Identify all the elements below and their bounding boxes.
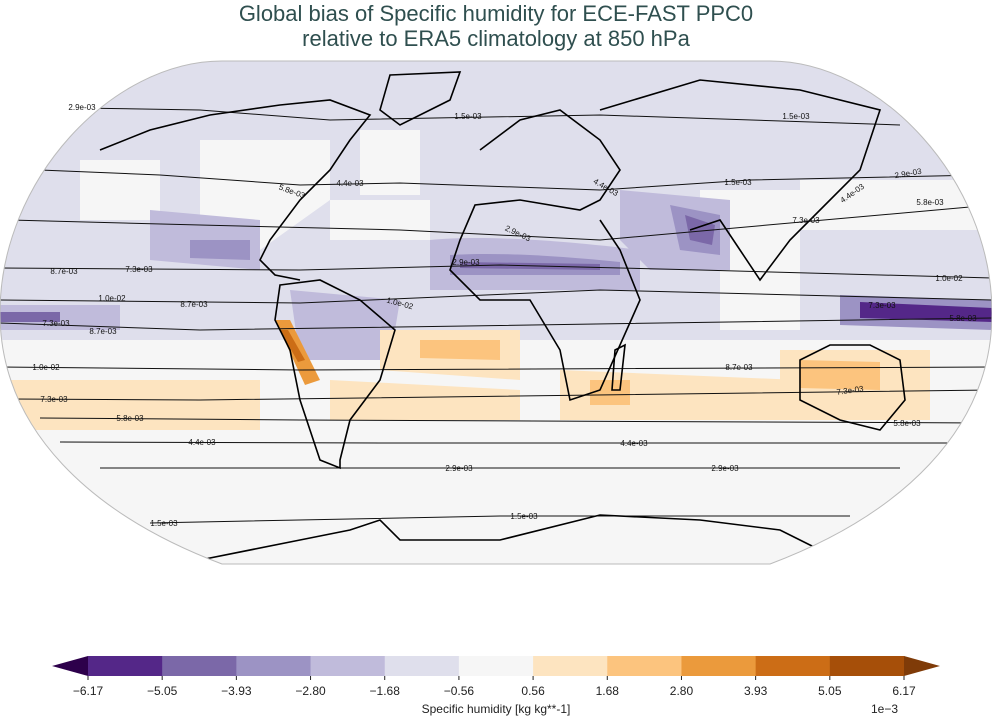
colorbar-tick-label: 5.05 — [818, 684, 842, 698]
contour-label: 1.0e-02 — [32, 363, 60, 372]
colorbar-tick-label: −1.68 — [369, 684, 400, 698]
colorbar-tick-label: 0.56 — [521, 684, 545, 698]
colorbar-tick-label: 6.17 — [892, 684, 916, 698]
colorbar-tick-label: −2.80 — [295, 684, 326, 698]
colorbar-segment — [607, 656, 682, 676]
coastlines — [99, 71, 906, 561]
bias-field — [0, 61, 992, 564]
colorbar-segment — [458, 656, 534, 676]
contour-label: 1.5e-03 — [454, 112, 482, 121]
contour-label: 2.9e-03 — [711, 464, 739, 473]
contour-label: 7.3e-03 — [125, 265, 153, 274]
contour-label: 5.8e-03 — [916, 198, 944, 207]
climatology-contours — [0, 106, 992, 524]
colorbar-segment — [533, 656, 608, 676]
colorbar-segment — [162, 656, 237, 676]
chart-title-line1: Global bias of Specific humidity for ECE… — [238, 1, 754, 26]
contour-label: 5.8e-03 — [893, 419, 921, 428]
colorbar-tick-label: 2.80 — [669, 684, 694, 698]
colorbar-tick-label: −6.17 — [72, 684, 104, 698]
colorbar-bar — [52, 656, 940, 680]
contour-label: 1.5e-03 — [724, 178, 752, 187]
contour-label: 4.4e-03 — [188, 438, 216, 447]
map-plot-area: 2.9e-03 1.5e-03 1.5e-03 5.8e-03 4.4e-03 1.5e-… — [0, 60, 992, 566]
contour-label: 7.3e-03 — [868, 301, 896, 310]
contour-label: 7.3e-03 — [42, 319, 70, 328]
contour-label: 8.7e-03 — [180, 300, 208, 309]
colorbar: −6.17 −5.05 −3.93 −2.80 −1.68 −0.56 0.56 1.68 2.… — [52, 656, 940, 716]
contour-label: 2.9e-03 — [445, 464, 473, 473]
contour-label: 8.7e-03 — [725, 363, 753, 372]
contour-label: 5.8e-03 — [116, 414, 144, 423]
contour-label: 7.3e-03 — [836, 384, 865, 397]
contour-label: 2.9e-03 — [68, 103, 96, 112]
contour-label: 7.3e-03 — [40, 395, 68, 404]
contour-label: 1.0e-02 — [935, 274, 963, 283]
contour-label: 1.0e-02 — [98, 294, 126, 303]
colorbar-segment — [755, 656, 831, 676]
chart-title-line2: relative to ERA5 climatology at 850 hPa — [302, 26, 690, 51]
contour-labels: 2.9e-03 1.5e-03 1.5e-03 5.8e-03 4.4e-03 1.5e-… — [32, 103, 977, 528]
colorbar-segment — [384, 656, 460, 676]
colorbar-extend-max — [904, 656, 940, 676]
colorbar-segment — [681, 656, 757, 676]
contour-label: 8.7e-03 — [89, 327, 117, 336]
colorbar-segment — [310, 656, 386, 676]
colorbar-multiplier: 1e−3 — [870, 702, 898, 716]
contour-label: 1.5e-03 — [510, 512, 538, 521]
contour-label: 4.4e-03 — [336, 179, 364, 188]
map-boundary — [0, 60, 992, 565]
colorbar-tick-label: 3.93 — [743, 684, 768, 698]
contour-label: 1.5e-03 — [150, 519, 178, 528]
colorbar-tick-label: −5.05 — [146, 684, 178, 698]
colorbar-segment — [88, 656, 163, 676]
colorbar-segment — [236, 656, 312, 676]
contour-label: 2.9e-03 — [452, 258, 480, 267]
contour-label: 8.7e-03 — [50, 267, 78, 276]
colorbar-extend-min — [52, 656, 88, 676]
colorbar-label: Specific humidity [kg kg**-1] — [421, 702, 571, 716]
contour-label: 7.3e-03 — [792, 216, 820, 225]
colorbar-tick-label: −0.56 — [443, 684, 475, 698]
colorbar-tick-label: 1.68 — [595, 684, 619, 698]
colorbar-segment — [829, 656, 905, 676]
contour-label: 1.5e-03 — [782, 112, 810, 121]
contour-label: 4.4e-03 — [620, 439, 648, 448]
colorbar-tick-label: −3.93 — [221, 684, 252, 698]
contour-label: 5.8e-03 — [949, 314, 977, 323]
